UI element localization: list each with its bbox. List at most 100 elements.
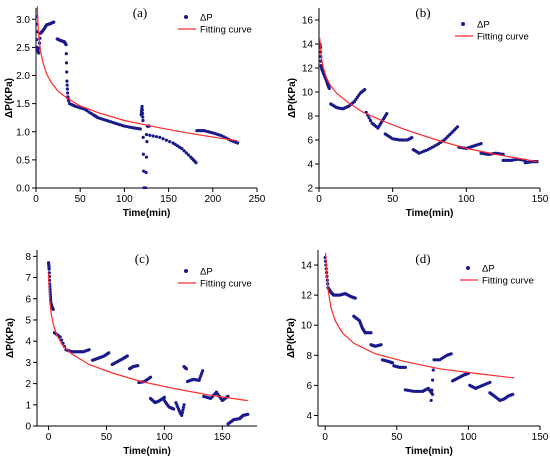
x-tick-label: 200: [204, 194, 221, 205]
data-point: [430, 388, 434, 392]
data-point: [138, 127, 142, 131]
data-point: [151, 134, 155, 138]
legend-item-points: ΔP: [477, 20, 490, 31]
legend-item-curve: Fitting curve: [200, 25, 252, 36]
y-tick-label: 12: [301, 291, 313, 302]
x-tick-label: 0: [316, 194, 322, 205]
y-tick-label: 1.0: [16, 127, 30, 138]
data-point: [141, 118, 145, 123]
data-point: [184, 367, 188, 371]
panel-label: (b): [415, 5, 430, 20]
x-tick-label: 100: [116, 194, 133, 205]
data-point: [385, 112, 389, 116]
data-point: [36, 30, 39, 34]
x-tick-label: 150: [532, 432, 549, 443]
x-tick-label: 50: [101, 432, 113, 443]
data-point: [410, 136, 414, 140]
y-axis-title: ΔP(KPa): [286, 318, 297, 358]
x-axis-title: Time(min): [406, 208, 454, 219]
data-point: [379, 343, 383, 347]
x-axis-title: Time(min): [123, 208, 171, 219]
data-point: [200, 369, 205, 373]
x-tick-label: 0: [33, 194, 39, 205]
data-point: [65, 79, 69, 83]
legend-item-points: ΔP: [482, 264, 495, 275]
data-point: [369, 331, 373, 335]
x-axis-title: Time(min): [405, 446, 453, 457]
x-tick-label: 100: [156, 432, 173, 443]
data-point: [158, 135, 162, 139]
legend-item-points: ΔP: [200, 13, 213, 24]
y-axis-title: ΔP(KPa): [5, 318, 16, 358]
data-point: [142, 169, 146, 173]
plot-area: [319, 37, 539, 165]
x-tick-label: 150: [214, 432, 231, 443]
data-point: [246, 412, 250, 416]
data-point: [367, 116, 371, 120]
data-point: [148, 133, 152, 137]
legend-item-curve: Fitting curve: [200, 279, 252, 290]
fitting-curve-line: [319, 37, 538, 163]
data-point: [141, 115, 145, 119]
y-tick-label: 6: [306, 381, 312, 392]
data-point: [449, 352, 453, 356]
data-point: [87, 348, 91, 352]
data-point: [353, 296, 357, 300]
y-tick-label: 0.0: [16, 184, 30, 195]
chart-panel-1: 0 50 100 150 200 250 0.0 0.5 1.0 1.5 2.0 2.5 3.0 Time…: [4, 5, 266, 219]
y-tick-label: 0: [25, 422, 31, 433]
x-tick-label: 150: [532, 194, 549, 205]
y-tick-label: 5: [25, 315, 31, 326]
plot-area: [36, 6, 240, 189]
data-point: [327, 86, 331, 90]
legend-item-points: ΔP: [200, 267, 213, 278]
data-point: [479, 142, 483, 146]
data-point: [235, 141, 240, 145]
data-point: [51, 307, 55, 311]
data-point: [180, 411, 184, 415]
data-point: [136, 363, 140, 368]
y-tick-label: 10: [301, 321, 313, 332]
data-point: [66, 91, 70, 95]
data-point: [144, 132, 149, 137]
data-point: [429, 398, 433, 403]
legend-point-marker: [466, 266, 470, 270]
y-axis-title: ΔP(KPa): [287, 78, 298, 118]
data-point: [64, 61, 69, 65]
data-point: [168, 139, 172, 144]
y-tick-label: 14: [302, 40, 314, 51]
data-point: [65, 83, 69, 87]
data-point: [180, 413, 184, 417]
y-tick-label: 16: [302, 16, 314, 27]
x-tick-label: 250: [249, 194, 266, 205]
data-point: [140, 111, 145, 116]
data-point: [60, 338, 64, 342]
data-point: [162, 395, 166, 399]
panel-label: (c): [135, 251, 149, 266]
data-point: [65, 70, 69, 74]
data-point: [164, 138, 168, 142]
y-tick-label: 3.0: [16, 15, 30, 26]
data-point: [430, 378, 435, 382]
legend-item-curve: Fitting curve: [482, 276, 534, 287]
data-point: [64, 42, 68, 47]
data-point: [368, 118, 373, 123]
panel-label: (a): [133, 5, 147, 20]
data-point: [148, 375, 153, 379]
data-point: [154, 135, 159, 139]
data-point: [141, 135, 145, 139]
data-point: [403, 365, 407, 369]
x-tick-label: 0: [322, 432, 328, 443]
y-tick-label: 1: [25, 400, 31, 411]
y-tick-label: 2: [307, 184, 313, 195]
y-tick-label: 8: [25, 252, 31, 263]
data-point: [145, 139, 149, 144]
y-tick-label: 1.5: [16, 99, 30, 110]
data-point: [172, 407, 176, 411]
y-tick-label: 4: [307, 160, 313, 171]
data-point: [36, 38, 39, 42]
